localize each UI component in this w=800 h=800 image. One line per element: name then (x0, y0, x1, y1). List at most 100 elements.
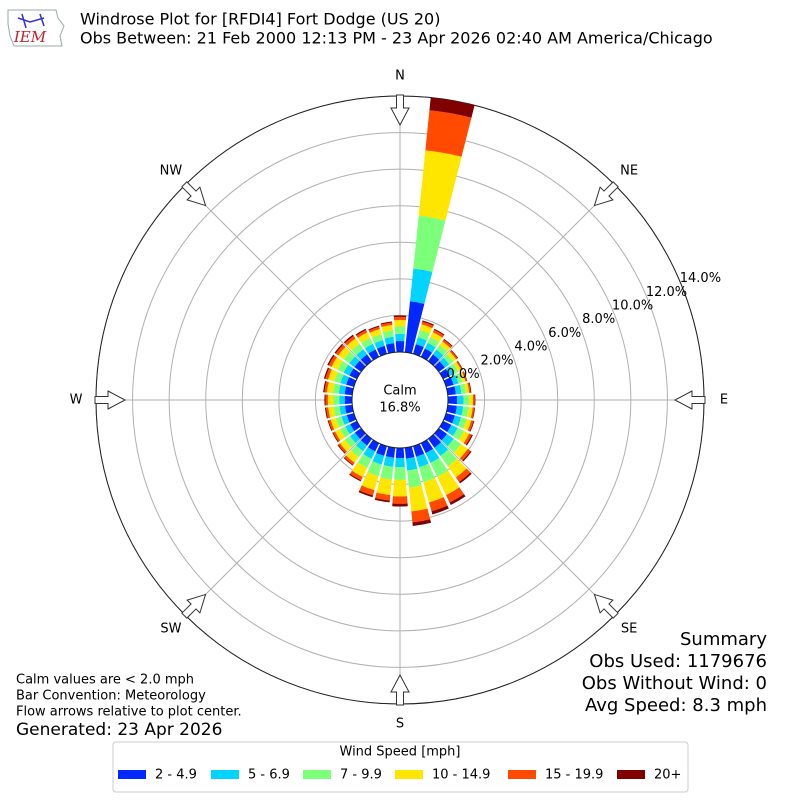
bar-segment (443, 413, 455, 424)
bar-segment (395, 447, 405, 459)
bar-segment (334, 372, 344, 384)
bar-segment (404, 446, 415, 459)
flow-arrow (390, 94, 410, 127)
bar-segment (437, 470, 460, 496)
bar-segment (416, 453, 429, 468)
bar-segment (376, 345, 387, 357)
bar-segment (323, 381, 327, 393)
bar-segment (447, 458, 467, 478)
bar-segment (454, 444, 468, 459)
bar-segment (468, 394, 474, 406)
calm-value: 16.8% (379, 401, 420, 416)
bar-segment (359, 485, 375, 496)
compass-label: SW (160, 622, 181, 637)
bar-segment (343, 351, 356, 364)
r-tick-label: 14.0% (680, 271, 721, 286)
bar-segment (421, 321, 434, 329)
bar-segment (349, 356, 360, 368)
bar-segment (411, 508, 431, 523)
bar-segment (367, 461, 382, 477)
bar-segment (372, 452, 385, 465)
compass-label: NW (160, 163, 183, 178)
note: Flow arrows relative to plot center. (16, 705, 242, 720)
bar-segment (333, 406, 342, 417)
bar-segment (456, 360, 463, 371)
flow-arrow (673, 390, 706, 410)
bar-segment (432, 329, 444, 338)
bar-segment (470, 407, 475, 419)
bar-segment (466, 406, 473, 418)
bar-segment (374, 497, 390, 503)
legend-swatch (508, 770, 536, 779)
bar-segment (346, 450, 359, 463)
bar-segment (376, 477, 392, 496)
bar-segment (351, 462, 368, 477)
bar-segment (449, 350, 458, 360)
bar-segment (327, 354, 335, 366)
generated: Generated: 23 Apr 2026 (16, 720, 222, 740)
bar-segment (368, 325, 380, 331)
bar-segment (404, 301, 425, 354)
legend-label: 5 - 6.9 (248, 768, 290, 783)
bar-segment (407, 468, 422, 488)
bar-segment (422, 320, 434, 326)
bar-segment (472, 407, 476, 419)
bar-segment (327, 394, 334, 406)
bar-segment (395, 333, 405, 342)
bar-segment (347, 338, 360, 351)
bar-segment (429, 97, 475, 118)
bar-segment (431, 505, 449, 515)
grid-spoke (184, 433, 367, 616)
bar-segment (383, 456, 395, 467)
bar-segment (463, 418, 472, 431)
bar-segment (405, 457, 418, 471)
legend: Wind Speed [mph] 2 - 4.9 5 - 6.9 7 - 9.9 10… (112, 741, 689, 793)
bar-segment (453, 361, 462, 372)
bar-segment (469, 420, 475, 432)
bar-segment (392, 503, 408, 507)
bar-segment (443, 377, 454, 387)
compass-label: W (70, 393, 83, 408)
bar-segment (440, 449, 458, 467)
bar-segment (324, 407, 328, 419)
bar-segment (327, 420, 333, 431)
bar-segment (372, 334, 384, 344)
bar-segment (332, 383, 341, 394)
bar-segment (455, 405, 464, 416)
bar-segment (356, 329, 368, 338)
bar-segment (358, 490, 373, 498)
overlay: 0.0%2.0%4.0%6.0%8.0%10.0%12.0%14.0% N NE E S… (70, 69, 729, 732)
bar-segment (375, 492, 391, 501)
flow-arrow (593, 593, 619, 619)
compass-label: N (395, 69, 405, 84)
bar-segment (418, 150, 462, 221)
legend-swatch (303, 770, 331, 779)
bar-segment (337, 444, 346, 454)
legend-label: 7 - 9.9 (340, 768, 382, 783)
bar-segment (335, 416, 345, 428)
bar-segment (459, 372, 466, 383)
bar-segment (450, 349, 459, 359)
bar-segment (394, 326, 406, 334)
bar-segment (350, 445, 364, 458)
bar-segment (385, 343, 396, 354)
bar-segment (420, 439, 434, 454)
bar-segment (395, 341, 405, 353)
bar-segment (344, 395, 353, 405)
bar-segment (339, 426, 350, 438)
flow-arrow (390, 673, 410, 706)
legend-swatch (395, 770, 423, 779)
bar-segment (344, 386, 354, 396)
legend-label: 2 - 4.9 (155, 768, 197, 783)
bar-segment (361, 472, 379, 491)
bar-segment (408, 485, 428, 512)
bars (323, 97, 476, 526)
bar-segment (349, 473, 362, 482)
bar-segment (323, 367, 330, 379)
bar-segment (394, 467, 406, 480)
bar-segment (413, 344, 424, 357)
r-tick-label: 12.0% (646, 285, 687, 300)
bar-segment (455, 373, 463, 384)
bar-segment (467, 382, 471, 393)
bar-segment (328, 406, 336, 418)
